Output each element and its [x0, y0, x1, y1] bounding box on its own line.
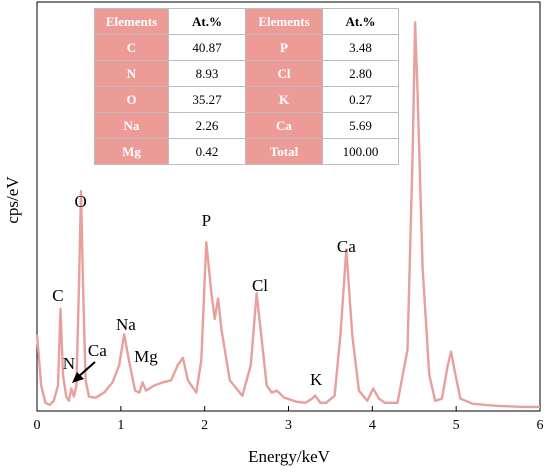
peak-label-n: N	[63, 354, 75, 373]
table-cell-value: 35.27	[168, 86, 246, 113]
peak-label-mg: Mg	[134, 347, 158, 366]
table-cell-value: 100.00	[322, 138, 399, 165]
peak-label-na: Na	[116, 315, 136, 334]
x-axis-label: Energy/keV	[248, 447, 331, 466]
n-arrow	[72, 361, 96, 383]
table-cell-element: N	[94, 60, 169, 87]
table-cell-element: Mg	[94, 138, 169, 165]
x-tick-label: 5	[453, 418, 460, 433]
table-header-elements: Elements	[245, 8, 323, 35]
table-header-elements: Elements	[94, 8, 169, 35]
table-header-at-percent: At.%	[322, 8, 399, 35]
spectrum-line	[35, 21, 540, 409]
table-cell-element: K	[245, 86, 323, 113]
table-cell-element: P	[245, 34, 323, 61]
x-tick-label: 4	[369, 418, 376, 433]
y-axis-label: cps/eV	[3, 176, 22, 224]
table-cell-value: 0.27	[322, 86, 399, 113]
table-cell-value: 2.26	[168, 112, 246, 139]
x-tick-label: 2	[201, 418, 208, 433]
x-tick-label: 3	[285, 418, 292, 433]
table-row: O 35.27 K 0.27	[94, 86, 399, 113]
table-cell-element: C	[94, 34, 169, 61]
peak-label-ca: Ca	[337, 237, 356, 256]
element-composition-table: Elements At.% Elements At.% C 40.87 P 3.…	[94, 8, 399, 165]
x-tick-label: 1	[117, 418, 124, 433]
peak-label-k: K	[310, 370, 323, 389]
table-cell-value: 3.48	[322, 34, 399, 61]
peak-label-c: C	[52, 286, 63, 305]
table-cell-value: 0.42	[168, 138, 246, 165]
table-cell-value: 5.69	[322, 112, 399, 139]
table-cell-element: Ca	[245, 112, 323, 139]
table-cell-element: Total	[245, 138, 323, 165]
peak-label-cl: Cl	[252, 276, 268, 295]
peak-label-p: P	[202, 211, 211, 230]
table-cell-value: 40.87	[168, 34, 246, 61]
table-header-row: Elements At.% Elements At.%	[94, 8, 399, 35]
table-cell-value: 2.80	[322, 60, 399, 87]
x-tick-label: 6	[537, 418, 544, 433]
table-row: C 40.87 P 3.48	[94, 34, 399, 61]
table-header-at-percent: At.%	[168, 8, 246, 35]
table-cell-element: O	[94, 86, 169, 113]
x-tick-label: 0	[34, 418, 41, 433]
table-cell-element: Cl	[245, 60, 323, 87]
table-row: Mg 0.42 Total 100.00	[94, 138, 399, 165]
peak-label-o: O	[74, 192, 86, 211]
table-row: Na 2.26 Ca 5.69	[94, 112, 399, 139]
table-row: N 8.93 Cl 2.80	[94, 60, 399, 87]
table-cell-element: Na	[94, 112, 169, 139]
peak-label-ca: Ca	[88, 341, 107, 360]
table-cell-value: 8.93	[168, 60, 246, 87]
